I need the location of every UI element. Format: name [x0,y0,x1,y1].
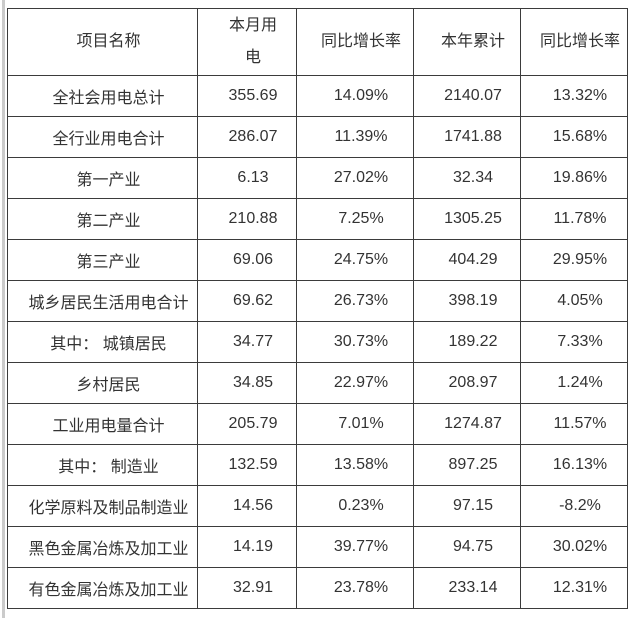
table-row: 全行业用电合计 286.07 11.39% 1741.88 15.68% [7,116,628,158]
cell-month-yoy: 14.09% [296,75,414,117]
cell-ytd-usage: 233.14 [413,567,521,609]
table-row: 黑色金属冶炼及加工业 14.19 39.77% 94.75 30.02% [7,526,628,568]
cell-ytd-yoy: 15.68% [520,116,628,158]
cell-item-name: 乡村居民 [7,362,198,404]
table-row: 化学原料及制品制造业 14.56 0.23% 97.15 -8.2% [7,485,628,527]
table-row: 其中： 城镇居民 34.77 30.73% 189.22 7.33% [7,321,628,363]
cell-ytd-usage: 94.75 [413,526,521,568]
table-row: 第一产业 6.13 27.02% 32.34 19.86% [7,157,628,199]
page-edge-divider [2,0,5,618]
cell-month-yoy: 30.73% [296,321,414,363]
cell-item-name: 第二产业 [7,198,198,240]
cell-item-name: 黑色金属冶炼及加工业 [7,526,198,568]
cell-month-yoy: 7.01% [296,403,414,445]
table-row: 城乡居民生活用电合计 69.62 26.73% 398.19 4.05% [7,280,628,322]
cell-item-name: 其中： 制造业 [7,444,198,486]
cell-month-usage: 69.06 [197,239,297,281]
table-row: 乡村居民 34.85 22.97% 208.97 1.24% [7,362,628,404]
cell-item-name: 第一产业 [7,157,198,199]
cell-ytd-usage: 189.22 [413,321,521,363]
cell-item-name: 有色金属冶炼及加工业 [7,567,198,609]
header-row: 项目名称 本月用 电 同比增长率 本年累计 同比增长率 [7,8,628,76]
cell-month-yoy: 7.25% [296,198,414,240]
cell-month-yoy: 11.39% [296,116,414,158]
cell-ytd-usage: 897.25 [413,444,521,486]
cell-ytd-usage: 398.19 [413,280,521,322]
cell-ytd-yoy: 11.57% [520,403,628,445]
cell-ytd-usage: 32.34 [413,157,521,199]
cell-ytd-yoy: 11.78% [520,198,628,240]
cell-month-usage: 355.69 [197,75,297,117]
electricity-usage-table: 项目名称 本月用 电 同比增长率 本年累计 同比增长率 全社会用电总计 355.… [7,8,628,609]
table-row: 第二产业 210.88 7.25% 1305.25 11.78% [7,198,628,240]
cell-item-name: 全行业用电合计 [7,116,198,158]
cell-ytd-usage: 1741.88 [413,116,521,158]
cell-item-name: 化学原料及制品制造业 [7,485,198,527]
table-row: 第三产业 69.06 24.75% 404.29 29.95% [7,239,628,281]
cell-ytd-yoy: 29.95% [520,239,628,281]
cell-month-yoy: 23.78% [296,567,414,609]
cell-month-usage: 32.91 [197,567,297,609]
cell-month-usage: 34.77 [197,321,297,363]
cell-ytd-yoy: 4.05% [520,280,628,322]
cell-month-usage: 210.88 [197,198,297,240]
cell-month-usage: 34.85 [197,362,297,404]
col-header-item-name: 项目名称 [7,8,198,76]
cell-month-usage: 132.59 [197,444,297,486]
cell-month-yoy: 13.58% [296,444,414,486]
cell-month-yoy: 24.75% [296,239,414,281]
table-row: 其中： 制造业 132.59 13.58% 897.25 16.13% [7,444,628,486]
cell-month-yoy: 0.23% [296,485,414,527]
cell-ytd-usage: 1274.87 [413,403,521,445]
cell-ytd-yoy: 13.32% [520,75,628,117]
cell-item-name: 第三产业 [7,239,198,281]
col-header-month-usage: 本月用 电 [197,8,297,76]
cell-ytd-yoy: -8.2% [520,485,628,527]
cell-ytd-yoy: 16.13% [520,444,628,486]
table-row: 工业用电量合计 205.79 7.01% 1274.87 11.57% [7,403,628,445]
cell-month-usage: 6.13 [197,157,297,199]
col-header-month-yoy-rate: 同比增长率 [296,8,414,76]
cell-month-yoy: 26.73% [296,280,414,322]
cell-ytd-yoy: 12.31% [520,567,628,609]
col-header-ytd-usage: 本年累计 [413,8,521,76]
cell-month-usage: 14.19 [197,526,297,568]
cell-item-name: 其中： 城镇居民 [7,321,198,363]
cell-item-name: 工业用电量合计 [7,403,198,445]
cell-month-yoy: 27.02% [296,157,414,199]
col-header-ytd-yoy-rate: 同比增长率 [520,8,628,76]
cell-ytd-usage: 97.15 [413,485,521,527]
cell-month-usage: 205.79 [197,403,297,445]
table-row: 全社会用电总计 355.69 14.09% 2140.07 13.32% [7,75,628,117]
cell-ytd-yoy: 1.24% [520,362,628,404]
cell-ytd-usage: 208.97 [413,362,521,404]
cell-ytd-yoy: 19.86% [520,157,628,199]
cell-ytd-usage: 2140.07 [413,75,521,117]
cell-month-usage: 69.62 [197,280,297,322]
cell-ytd-yoy: 30.02% [520,526,628,568]
cell-item-name: 全社会用电总计 [7,75,198,117]
cell-ytd-usage: 404.29 [413,239,521,281]
cell-month-usage: 14.56 [197,485,297,527]
cell-ytd-usage: 1305.25 [413,198,521,240]
cell-item-name: 城乡居民生活用电合计 [7,280,198,322]
cell-month-yoy: 22.97% [296,362,414,404]
table-row: 有色金属冶炼及加工业 32.91 23.78% 233.14 12.31% [7,567,628,609]
cell-month-yoy: 39.77% [296,526,414,568]
cell-month-usage: 286.07 [197,116,297,158]
cell-ytd-yoy: 7.33% [520,321,628,363]
